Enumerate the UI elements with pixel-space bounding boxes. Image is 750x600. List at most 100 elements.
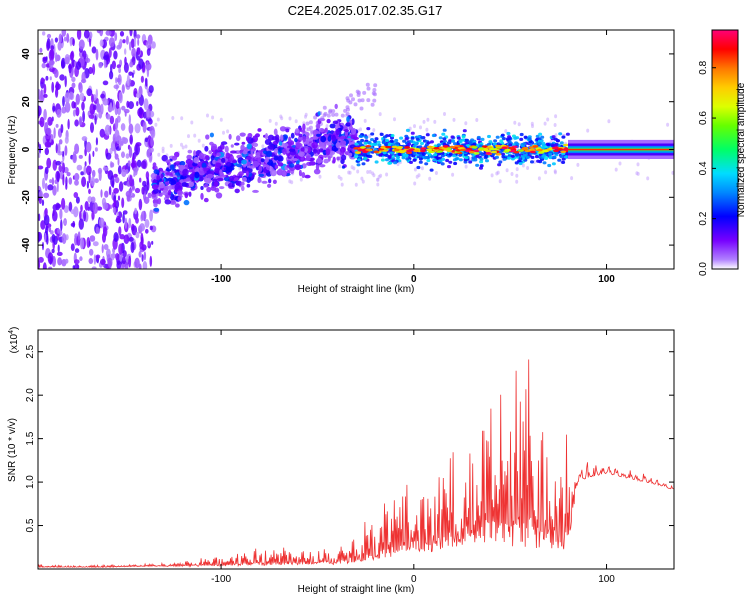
- spectrogram-cell: [326, 113, 331, 118]
- spectrogram-cell: [542, 161, 547, 165]
- spectrogram-cell: [255, 152, 261, 158]
- spectrogram-cell: [227, 182, 234, 188]
- spectrogram-cell: [175, 203, 180, 208]
- spectrogram-cell: [117, 157, 120, 166]
- spectrogram-cell: [98, 62, 103, 69]
- spectrogram-cell: [110, 175, 115, 188]
- spectrogram-cell: [46, 235, 49, 245]
- spectrogram-cell: [437, 150, 444, 153]
- spectrogram-cell: [541, 154, 546, 158]
- spectrogram-cell: [65, 176, 68, 187]
- spectrogram-cell: [505, 168, 509, 173]
- spectrogram-cell: [373, 150, 380, 154]
- spectrogram-cell: [255, 133, 260, 138]
- spectrogram-cell: [484, 154, 489, 158]
- spectrogram-cell: [448, 160, 453, 164]
- spectrogram-cell: [277, 168, 284, 176]
- spectrogram-cell: [113, 187, 119, 194]
- spectrogram-cell: [418, 157, 423, 161]
- spectrogram-cell: [81, 176, 87, 188]
- spectrogram-cell: [115, 77, 118, 84]
- spectrogram-cell: [136, 34, 141, 39]
- spectrogram-cell: [299, 177, 303, 182]
- spectrogram-cell: [308, 125, 313, 130]
- spectrogram-cell: [128, 101, 134, 110]
- spectrogram-cell: [475, 163, 480, 167]
- spectrogram-cell: [100, 258, 106, 265]
- spectrogram-cell: [522, 142, 527, 146]
- spectrogram-cell: [116, 211, 119, 217]
- spectrogram-cell: [55, 123, 59, 128]
- spectrogram-cell: [95, 226, 100, 234]
- spectrogram-cell: [141, 186, 145, 195]
- spectrogram-cell: [119, 234, 125, 240]
- spectrogram-cell: [245, 170, 250, 178]
- spectrogram-cell: [302, 123, 306, 131]
- spectrogram-cell: [397, 152, 402, 156]
- spectrogram-cell: [89, 248, 94, 256]
- spectrogram-cell: [495, 135, 500, 139]
- spectrogram-cell: [61, 106, 67, 114]
- spectrogram-cell: [60, 123, 64, 134]
- spectrogram-cell: [532, 145, 539, 148]
- spectrogram-cell: [165, 172, 173, 176]
- spectrogram-cell: [517, 122, 521, 127]
- spectrogram-cell: [105, 30, 112, 36]
- spectrogram-cell: [145, 228, 149, 234]
- spectrogram-cell: [51, 81, 55, 93]
- spectrogram-cell: [473, 158, 478, 162]
- spectrogram-cell: [437, 152, 442, 156]
- spectrogram-cell: [374, 137, 379, 141]
- spectrogram-cell: [274, 121, 278, 126]
- spectrogram-cell: [78, 39, 85, 50]
- spectrogram-cell: [328, 110, 333, 114]
- spectrogram-cell: [123, 62, 129, 73]
- spectrogram-cell: [150, 136, 154, 147]
- spectrogram-cell: [485, 159, 489, 163]
- spectrogram-cell: [62, 162, 65, 174]
- spectrogram-cell: [434, 171, 438, 175]
- spectrogram-cell: [230, 150, 237, 154]
- spectrogram-cell: [197, 138, 201, 143]
- spectrogram-cell: [246, 143, 252, 150]
- spectrogram-cell: [41, 199, 45, 206]
- spectrogram-cell: [235, 163, 243, 168]
- spectrogram-cell: [362, 90, 367, 95]
- spectrogram-cell: [38, 152, 41, 158]
- spectrogram-cell: [552, 155, 557, 159]
- spectrogram-cell: [428, 176, 432, 181]
- spectrogram-cell: [416, 165, 421, 170]
- spectrogram-cell: [156, 117, 160, 122]
- spectrogram-cell: [110, 162, 115, 168]
- spectrogram-cell: [586, 128, 590, 133]
- spectrogram-cell: [519, 132, 524, 137]
- spectrogram-cell: [267, 144, 275, 150]
- spectrogram-cell: [551, 135, 556, 139]
- spectrogram-cell: [383, 135, 387, 139]
- spectrogram-cell: [188, 168, 194, 173]
- spectrogram-cell: [187, 134, 190, 139]
- spectrogram-cell: [518, 161, 523, 166]
- spectrogram-cell: [147, 118, 153, 125]
- spectrogram-cell: [305, 155, 311, 162]
- spectrogram-cell: [252, 189, 259, 193]
- spectrogram-cell: [294, 164, 302, 171]
- spectrogram-cell: [219, 186, 225, 190]
- spectrogram-cell: [219, 169, 223, 175]
- spectrogram-cell: [108, 186, 112, 196]
- spectrogram-cell: [304, 174, 311, 179]
- spectrogram-cell: [224, 145, 229, 153]
- spectrogram-cell: [558, 132, 563, 136]
- spectrogram-cell: [325, 148, 331, 156]
- spectrogram-cell: [426, 158, 431, 163]
- spectrogram-cell: [544, 156, 549, 160]
- spectrogram-cell: [504, 148, 511, 152]
- spectrogram-cell: [46, 37, 51, 50]
- spectrogram-cell: [372, 173, 376, 178]
- spectrogram-cell: [316, 123, 321, 130]
- spectrogram-cell: [123, 108, 130, 114]
- spectrogram-cell: [194, 167, 201, 174]
- spectrogram-cell: [468, 150, 475, 154]
- spectrogram-cell: [204, 145, 209, 152]
- spectrogram-cell: [136, 47, 141, 55]
